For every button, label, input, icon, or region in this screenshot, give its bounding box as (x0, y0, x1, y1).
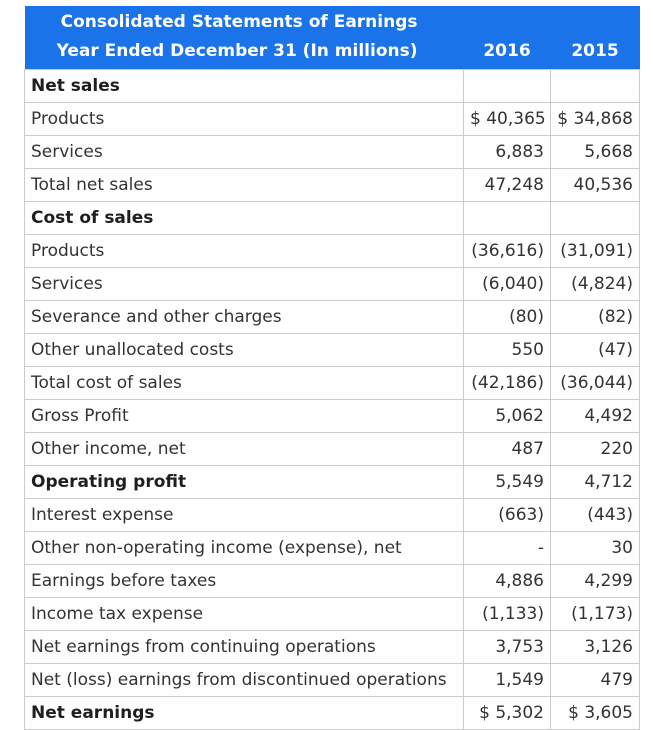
row-label: Interest expense (24, 498, 464, 532)
value-2016: (6,040) (463, 267, 551, 301)
column-header-2016: 2016 (463, 37, 551, 70)
table-row: Other income, net 487 220 (24, 432, 640, 466)
table-row: Total net sales 47,248 40,536 (24, 168, 640, 202)
row-label: Earnings before taxes (24, 564, 464, 598)
value-2015: (1,173) (550, 597, 640, 631)
row-label: Services (24, 267, 464, 301)
value-2015: 3,126 (550, 630, 640, 664)
value-2016: $ 40,365 (463, 102, 551, 136)
table-row: Severance and other charges (80) (82) (24, 300, 640, 334)
earnings-table: Consolidated Statements of Earnings Year… (24, 6, 640, 730)
row-label: Other income, net (24, 432, 464, 466)
table-row: Services 6,883 5,668 (24, 135, 640, 169)
table-row: Gross Profit 5,062 4,492 (24, 399, 640, 433)
value-2016: 550 (463, 333, 551, 367)
table-subtitle: Year Ended December 31 (In millions) (24, 37, 464, 70)
row-label: Other non-operating income (expense), ne… (24, 531, 464, 565)
value-2015: (31,091) (550, 234, 640, 268)
table-row: Interest expense (663) (443) (24, 498, 640, 532)
table-row: Products (36,616) (31,091) (24, 234, 640, 268)
table-row: Services (6,040) (4,824) (24, 267, 640, 301)
value-2016: (1,133) (463, 597, 551, 631)
value-2016: 5,549 (463, 465, 551, 499)
value-2015: 4,299 (550, 564, 640, 598)
row-label: Products (24, 102, 464, 136)
table-title: Consolidated Statements of Earnings (24, 6, 464, 37)
value-2015: 40,536 (550, 168, 640, 202)
column-header-2015: 2015 (550, 37, 640, 70)
row-label: Net earnings (24, 696, 464, 730)
table-row: Operating profit 5,549 4,712 (24, 465, 640, 499)
table-row: Net earnings $ 5,302 $ 3,605 (24, 696, 640, 730)
row-label: Net sales (24, 69, 464, 103)
row-label: Cost of sales (24, 201, 464, 235)
table-row: Net earnings from continuing operations 3… (24, 630, 640, 664)
value-2015: $ 3,605 (550, 696, 640, 730)
value-2015: (82) (550, 300, 640, 334)
value-2016: (42,186) (463, 366, 551, 400)
table-row: Products $ 40,365 $ 34,868 (24, 102, 640, 136)
table-row: Other unallocated costs 550 (47) (24, 333, 640, 367)
row-label: Income tax expense (24, 597, 464, 631)
value-2016: 4,886 (463, 564, 551, 598)
value-2016: 6,883 (463, 135, 551, 169)
value-2016: 5,062 (463, 399, 551, 433)
value-2015: 30 (550, 531, 640, 565)
row-label: Gross Profit (24, 399, 464, 433)
row-label: Severance and other charges (24, 300, 464, 334)
value-2016: 47,248 (463, 168, 551, 202)
value-2015: (36,044) (550, 366, 640, 400)
value-2016: 1,549 (463, 663, 551, 697)
value-2015: 220 (550, 432, 640, 466)
value-2016: - (463, 531, 551, 565)
table-row: Net sales (24, 69, 640, 103)
row-label: Total net sales (24, 168, 464, 202)
value-2015 (550, 201, 640, 235)
row-label: Net earnings from continuing operations (24, 630, 464, 664)
value-2015: (443) (550, 498, 640, 532)
value-2015 (550, 69, 640, 103)
row-label: Services (24, 135, 464, 169)
value-2015: (47) (550, 333, 640, 367)
value-2016: 487 (463, 432, 551, 466)
table-header: Consolidated Statements of Earnings Year… (24, 6, 640, 70)
value-2016: (663) (463, 498, 551, 532)
row-label: Products (24, 234, 464, 268)
value-2015: 4,492 (550, 399, 640, 433)
value-2016: $ 5,302 (463, 696, 551, 730)
value-2015: (4,824) (550, 267, 640, 301)
row-label: Operating profit (24, 465, 464, 499)
table-row: Other non-operating income (expense), ne… (24, 531, 640, 565)
table-row: Earnings before taxes 4,886 4,299 (24, 564, 640, 598)
earnings-statement: Consolidated Statements of Earnings Year… (24, 6, 640, 730)
value-2016: (80) (463, 300, 551, 334)
row-label: Other unallocated costs (24, 333, 464, 367)
row-label: Net (loss) earnings from discontinued op… (24, 663, 464, 697)
value-2016 (463, 69, 551, 103)
row-label: Total cost of sales (24, 366, 464, 400)
value-2015: $ 34,868 (550, 102, 640, 136)
table-row: Cost of sales (24, 201, 640, 235)
value-2015: 5,668 (550, 135, 640, 169)
table-row: Total cost of sales (42,186) (36,044) (24, 366, 640, 400)
value-2016: (36,616) (463, 234, 551, 268)
value-2015: 4,712 (550, 465, 640, 499)
value-2016 (463, 201, 551, 235)
table-row: Income tax expense (1,133) (1,173) (24, 597, 640, 631)
table-row: Net (loss) earnings from discontinued op… (24, 663, 640, 697)
value-2016: 3,753 (463, 630, 551, 664)
table-body: Net sales Products $ 40,365 $ 34,868 Service… (24, 69, 640, 730)
value-2015: 479 (550, 663, 640, 697)
